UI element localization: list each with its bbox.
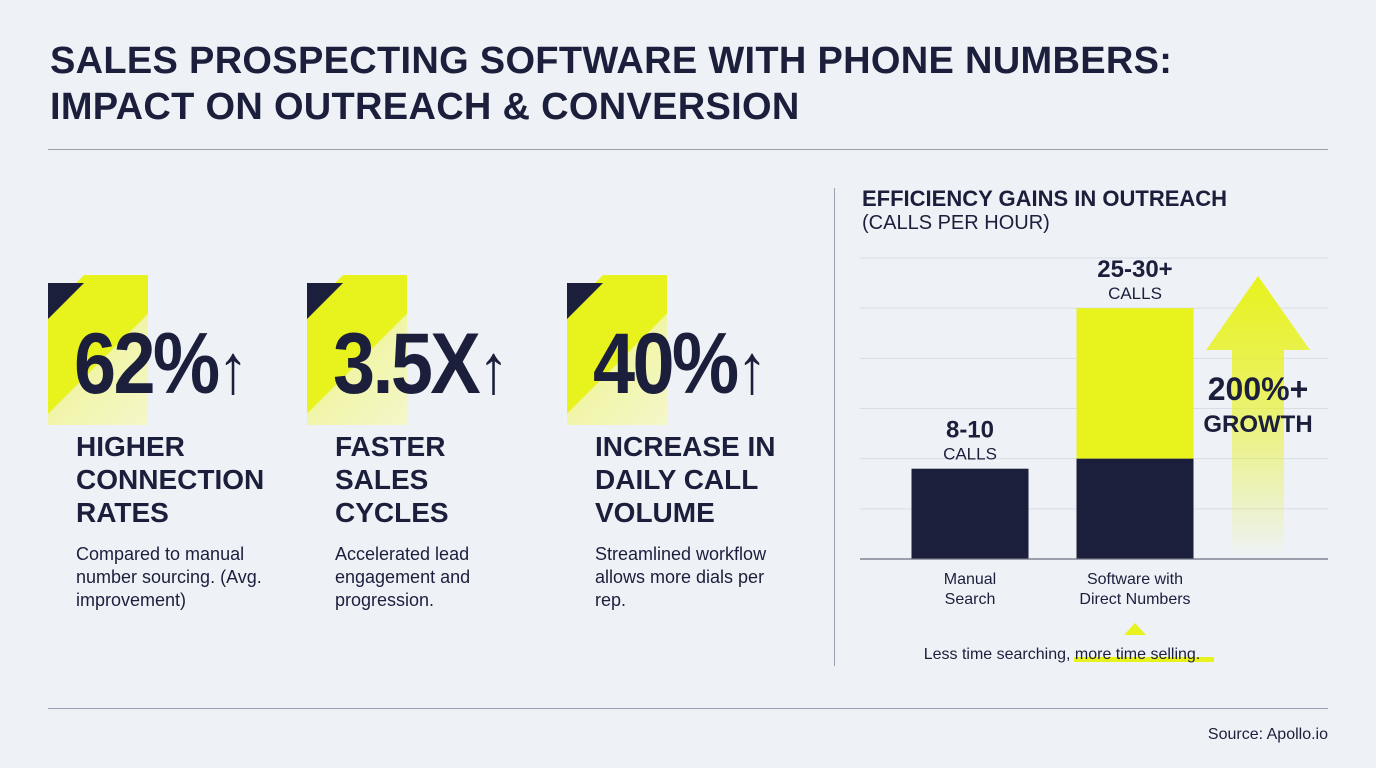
category-label: Direct Numbers — [1079, 591, 1190, 608]
stat-heading: HIGHER CONNECTION RATES — [76, 431, 265, 528]
bar-value-label: 8-10 — [946, 417, 994, 444]
pointer-triangle-icon — [1124, 623, 1146, 635]
growth-value: 200%+ — [1208, 371, 1309, 407]
arrow-up-icon: ↑ — [478, 330, 509, 408]
chart-title: EFFICIENCY GAINS IN OUTREACH — [862, 186, 1228, 211]
chart-subtitle: (CALLS PER HOUR) — [862, 212, 1050, 234]
title-line-2: IMPACT ON OUTREACH & CONVERSION — [50, 86, 800, 128]
bar-value-label: 25-30+ — [1097, 256, 1172, 283]
stat-value: 3.5X↑ — [333, 316, 509, 412]
page-title: SALES PROSPECTING SOFTWARE WITH PHONE NU… — [50, 38, 1172, 130]
stat-heading: FASTER SALES CYCLES — [335, 431, 449, 528]
growth-label: GROWTH — [1203, 411, 1312, 438]
bar-software-base — [1076, 458, 1194, 559]
stat-description: Accelerated lead engagement and progress… — [335, 544, 471, 610]
corner-triangle — [48, 283, 84, 319]
bar-software-gain — [1076, 308, 1194, 459]
top-divider — [48, 149, 1328, 150]
stat-heading: INCREASE IN DAILY CALL VOLUME — [595, 431, 776, 528]
stat-description: Streamlined workflow allows more dials p… — [595, 544, 767, 610]
bottom-divider — [48, 708, 1328, 709]
corner-triangle — [307, 283, 343, 319]
highlight-underline — [1074, 657, 1214, 662]
stat-description: Compared to manual number sourcing. (Avg… — [76, 544, 262, 610]
category-label: Manual — [944, 571, 996, 588]
bar-unit-label: CALLS — [1108, 284, 1162, 303]
stat-value: 62%↑ — [74, 316, 249, 412]
section-divider — [834, 188, 835, 666]
title-line-1: SALES PROSPECTING SOFTWARE WITH PHONE NU… — [50, 40, 1173, 82]
arrow-up-icon: ↑ — [736, 330, 768, 408]
stat-value: 40%↑ — [593, 316, 768, 412]
source-credit: Source: Apollo.io — [1207, 726, 1328, 743]
bar-unit-label: CALLS — [943, 445, 997, 464]
arrow-up-icon: ↑ — [217, 330, 249, 408]
chart-footnote: Less time searching, more time selling. — [924, 646, 1201, 663]
growth-arrow-icon — [1206, 276, 1310, 559]
corner-triangle — [567, 283, 603, 319]
bar-manual-search — [911, 468, 1029, 559]
category-label: Search — [945, 591, 996, 608]
category-label: Software with — [1087, 571, 1183, 588]
